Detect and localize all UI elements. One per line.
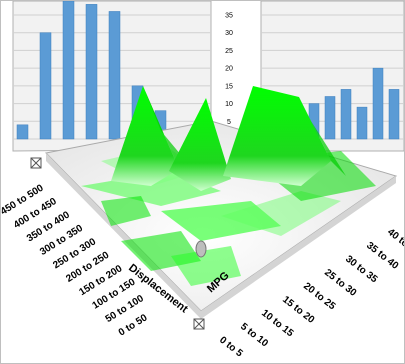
right-wall-bar-3 (324, 96, 336, 140)
vertical-tick-2: 10 (225, 101, 233, 108)
mpg-tick-7: 35 to 40 (364, 240, 400, 272)
peak-1 (111, 86, 179, 186)
vertical-axis-ticks: 05101520253035 (225, 13, 233, 144)
peak-3 (223, 86, 331, 186)
mpg-tick-5: 25 to 30 (322, 267, 358, 299)
surface-peaks (111, 86, 346, 191)
right-wall-bar-5 (356, 106, 368, 140)
vertical-tick-4: 20 (225, 66, 233, 73)
left-wall-bar-1 (39, 32, 52, 140)
right-wall-bar-6 (372, 67, 384, 140)
vertical-tick-6: 30 (225, 30, 233, 37)
vertical-tick-7: 35 (225, 13, 233, 20)
mpg-tick-6: 30 to 35 (343, 254, 379, 286)
mpg-tick-4: 20 to 25 (301, 281, 337, 313)
left-wall-bar-4 (108, 11, 121, 140)
mpg-tick-0: 0 to 5 (217, 335, 245, 360)
vertical-tick-5: 25 (225, 48, 233, 55)
right-wall-bar-7 (388, 89, 400, 140)
left-wall-bar-2 (62, 1, 75, 140)
mpg-tick-1: 5 to 10 (238, 321, 270, 349)
left-wall-bar-3 (85, 4, 98, 140)
right-wall-bar-4 (340, 89, 352, 140)
vertical-tick-1: 5 (227, 119, 231, 126)
rotate-handle-bottom[interactable] (193, 318, 205, 330)
vertical-tick-3: 15 (225, 83, 233, 90)
mpg-tick-2: 10 to 15 (259, 308, 295, 340)
left-wall-bar-0 (16, 124, 29, 140)
data-marker (195, 240, 207, 258)
mpg-tick-3: 15 to 20 (280, 294, 316, 326)
rotate-handle-left[interactable] (30, 157, 42, 169)
peak-2 (169, 98, 231, 191)
